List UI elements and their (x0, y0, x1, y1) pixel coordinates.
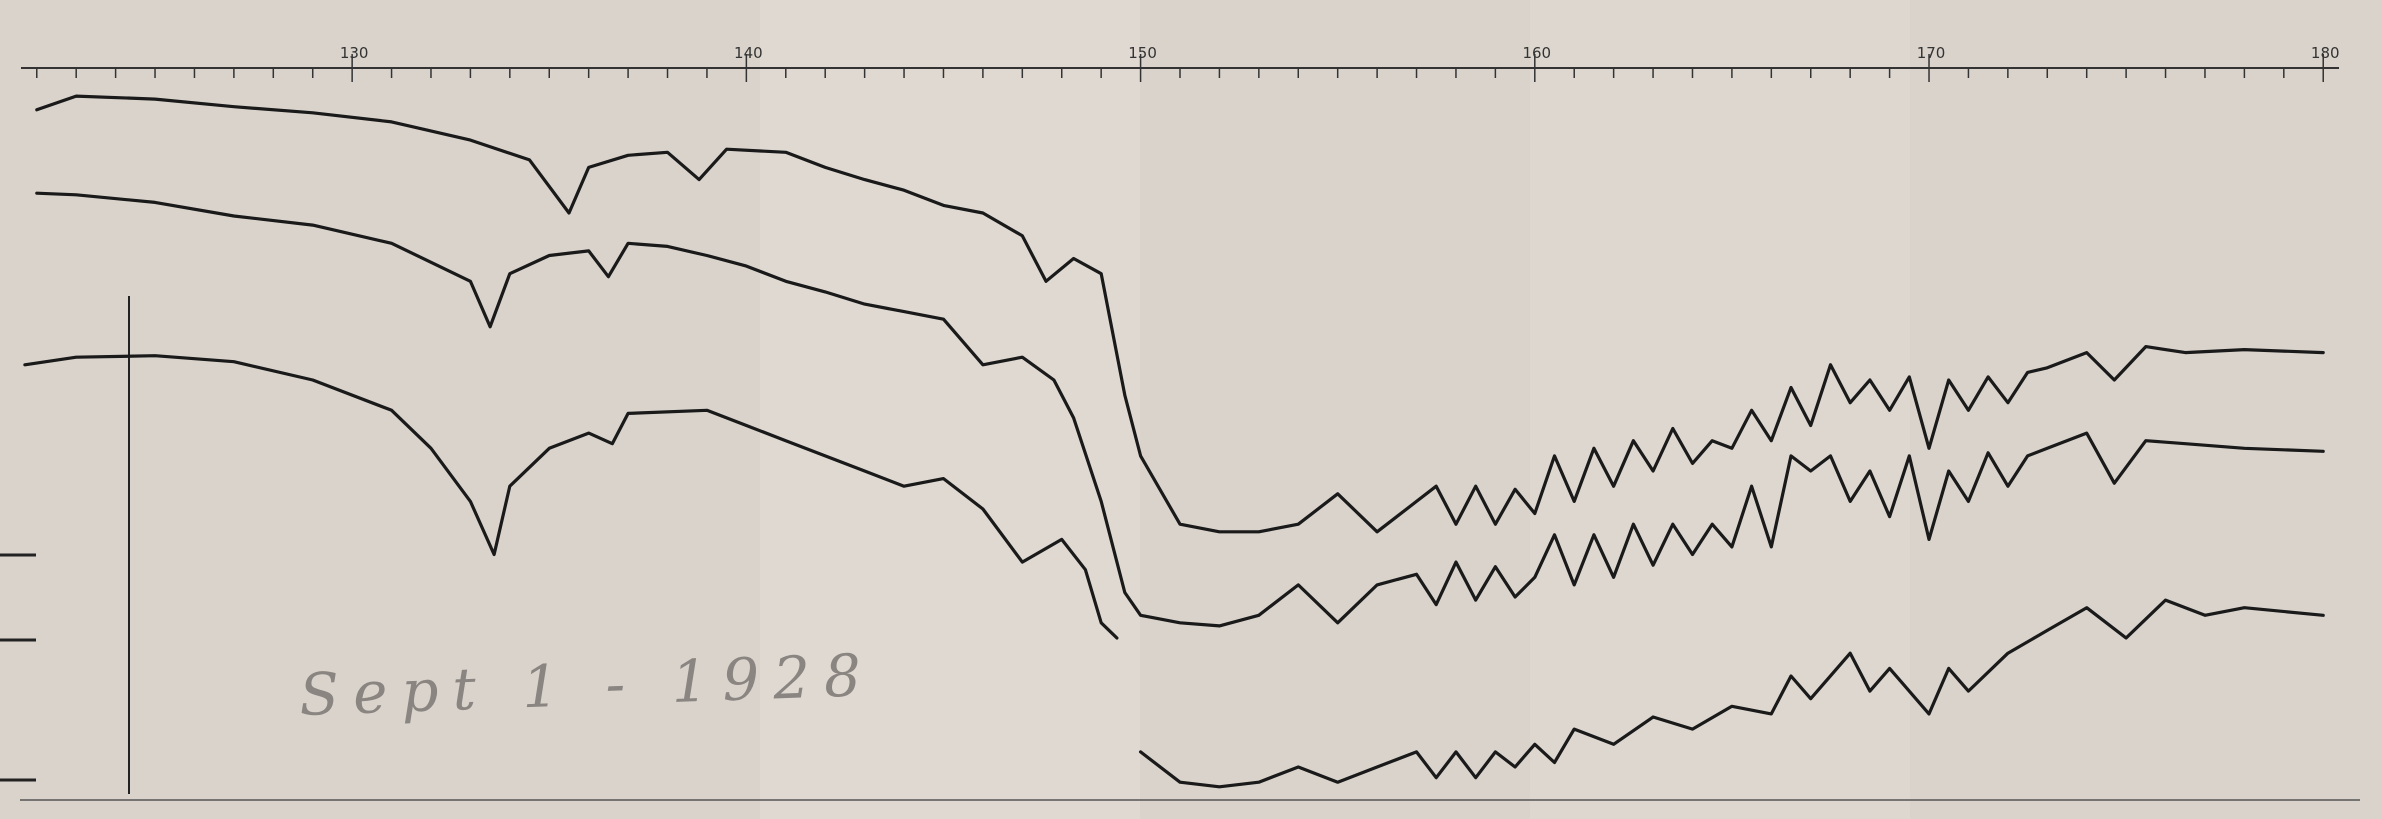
chart: Sept 1 - 1928 130140150160170180 (0, 0, 2382, 819)
x-tick-label: 150 (1128, 44, 1157, 62)
x-tick-label: 130 (340, 44, 369, 62)
x-tick-label: 170 (1917, 44, 1946, 62)
x-tick-label: 160 (1522, 44, 1551, 62)
paper-panel (1530, 0, 1910, 819)
x-tick-label: 140 (734, 44, 763, 62)
x-tick-label: 180 (2311, 44, 2340, 62)
